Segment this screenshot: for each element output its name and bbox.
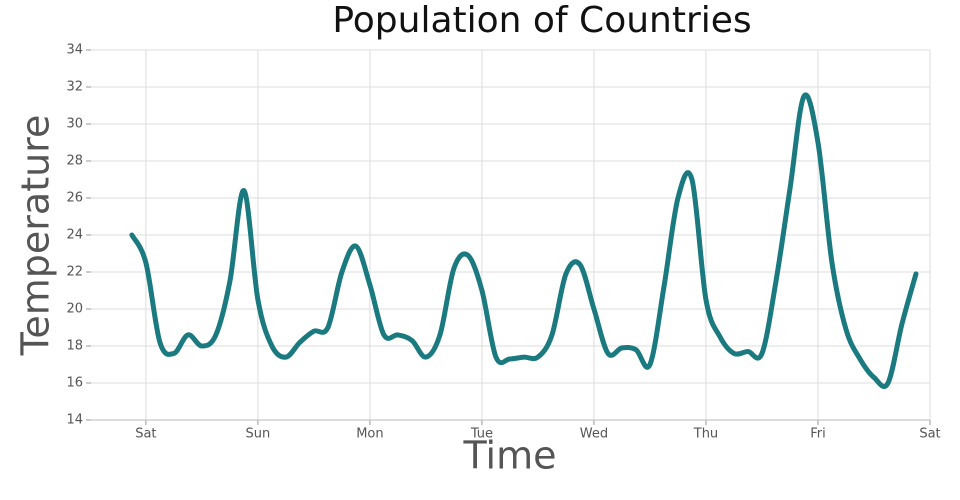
x-tick-label: Sun — [246, 427, 271, 442]
y-tick-label: 30 — [66, 117, 83, 132]
chart-title: Population of Countries — [332, 0, 751, 41]
y-tick-label: 28 — [66, 154, 83, 169]
y-tick-label: 34 — [66, 43, 83, 58]
x-tick-label: Sat — [135, 427, 156, 442]
x-tick-label: Sat — [919, 427, 940, 442]
y-axis-label: Temperature — [14, 115, 58, 357]
x-tick-label: Tue — [470, 427, 493, 442]
x-tick-label: Fri — [810, 427, 826, 442]
y-tick-label: 18 — [66, 339, 83, 354]
y-tick-label: 20 — [66, 302, 83, 317]
x-tick-label: Thu — [693, 427, 718, 442]
x-tick-label: Mon — [356, 427, 383, 442]
y-tick-label: 32 — [66, 80, 83, 95]
y-tick-label: 26 — [66, 191, 83, 206]
y-tick-label: 24 — [66, 228, 83, 243]
x-axis-label: Time — [463, 434, 557, 478]
y-tick-label: 14 — [66, 413, 83, 428]
data-line — [129, 92, 919, 389]
y-tick-label: 22 — [66, 265, 83, 280]
x-tick-label: Wed — [580, 427, 608, 442]
y-tick-label: 16 — [66, 376, 83, 391]
